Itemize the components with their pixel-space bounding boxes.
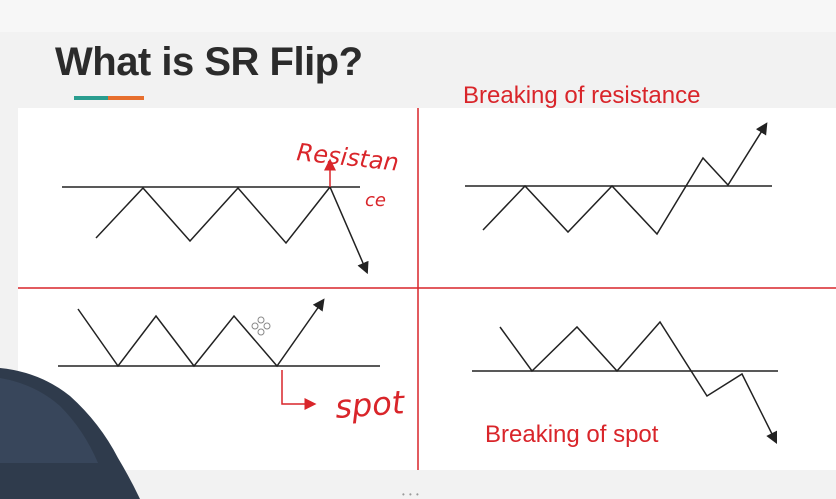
price-path-support [77, 298, 325, 368]
label-breaking-resistance: Breaking of resistance [463, 82, 701, 109]
browser-top-band [0, 0, 836, 32]
price-path-breakout [482, 122, 768, 236]
presenter-silhouette [0, 368, 140, 499]
panel-breaking-resistance [465, 122, 772, 236]
price-path-breakdown [499, 320, 778, 445]
label-breaking-spot: Breaking of spot [485, 421, 659, 448]
slide-title: What is SR Flip? [55, 40, 363, 84]
panel-resistance [62, 158, 369, 275]
panel-breaking-spot [472, 320, 778, 445]
spot-handwritten: spot [334, 383, 407, 426]
whiteboard-area [18, 108, 836, 470]
page-indicator-dots: • • • [402, 490, 420, 499]
move-cursor-icon [251, 316, 271, 336]
spot-pointer [281, 370, 317, 410]
resistance-handwritten-2: ce [365, 190, 386, 211]
panel-spot [58, 298, 380, 410]
title-underline-green [74, 96, 108, 100]
title-underline-orange [108, 96, 144, 100]
